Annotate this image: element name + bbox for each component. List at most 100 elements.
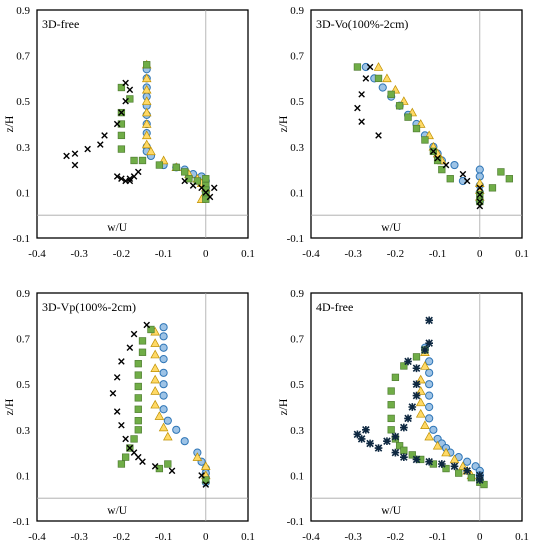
- x-tick-label: -0.3: [70, 531, 88, 543]
- data-point-square: [202, 175, 210, 183]
- chart-panel-4: -0.4 -0.3 -0.2 -0.1 0 0.1 -0.1 0.1 0.3 0.5 0.7 0.9 w…: [278, 288, 529, 543]
- series-4-x: [63, 79, 218, 201]
- data-point-star: [353, 430, 362, 439]
- y-tick-label: 0.3: [290, 142, 304, 154]
- x-tick-label: 0: [203, 531, 209, 543]
- y-tick-label: -0.1: [287, 516, 304, 528]
- x-tick-label: 0: [203, 248, 209, 260]
- data-point-circle: [425, 380, 434, 389]
- data-point-triangle: [150, 386, 160, 395]
- chart-panel-1: -0.4 -0.3 -0.2 -0.1 0 0.1 -0.1 0.1 0.3 0.5 0.7 0.9 w…: [4, 5, 255, 260]
- y-tick-label: 0.9: [16, 5, 30, 17]
- y-tick-label: 0.7: [16, 51, 30, 63]
- y-tick-label: 0.1: [290, 470, 304, 482]
- data-point-triangle: [201, 461, 211, 470]
- series-3-square: [117, 325, 210, 484]
- panel-title: 3D-free: [42, 17, 79, 31]
- data-point-square: [408, 451, 416, 459]
- data-point-star: [463, 467, 471, 475]
- data-point-triangle: [420, 361, 430, 370]
- data-point-star: [425, 457, 433, 466]
- data-point-square: [134, 405, 142, 413]
- data-point-x: [358, 118, 365, 126]
- data-point-square: [147, 325, 155, 334]
- data-point-x: [202, 481, 210, 488]
- y-tick-label: 0.1: [290, 187, 304, 199]
- data-point-star: [357, 435, 366, 443]
- data-point-square: [438, 165, 446, 174]
- data-point-triangle: [141, 139, 152, 149]
- data-point-triangle: [432, 440, 443, 450]
- x-tick-label: -0.4: [28, 531, 46, 543]
- x-tick-label: -0.1: [429, 248, 446, 260]
- series-4-x: [354, 63, 484, 210]
- data-point-square: [143, 61, 151, 69]
- y-tick-label: 0.5: [16, 379, 30, 391]
- data-point-star: [475, 471, 484, 480]
- data-point-x: [434, 154, 441, 162]
- data-point-triangle: [192, 452, 203, 461]
- data-point-square: [138, 348, 147, 356]
- data-point-triangle: [441, 447, 451, 457]
- data-point-square: [134, 371, 142, 379]
- data-point-triangle: [373, 62, 384, 71]
- data-point-star: [408, 403, 417, 411]
- data-point-x: [122, 177, 129, 185]
- data-point-star: [421, 346, 429, 354]
- data-point-star: [412, 364, 421, 373]
- data-point-star: [425, 316, 433, 325]
- y-tick-label: 0.1: [16, 470, 30, 482]
- y-axis-label: z/H: [278, 399, 290, 416]
- x-tick-label: 0.1: [515, 248, 529, 260]
- x-tick-label: -0.3: [344, 531, 362, 543]
- data-point-circle: [159, 368, 168, 377]
- y-tick-label: 0.9: [290, 288, 304, 300]
- x-tick-label: 0: [477, 531, 483, 543]
- data-point-x: [118, 109, 125, 116]
- data-point-square: [395, 442, 404, 450]
- data-point-square: [387, 387, 395, 395]
- data-point-star: [412, 455, 421, 464]
- data-point-square: [126, 95, 134, 103]
- panel-title: 3D-Vp(100%-2cm): [42, 300, 136, 314]
- y-tick-label: 0.5: [290, 96, 304, 108]
- data-point-circle: [429, 425, 438, 434]
- data-point-x: [476, 191, 484, 198]
- data-point-x: [126, 175, 134, 183]
- data-point-square: [134, 417, 142, 425]
- data-point-triangle: [146, 146, 156, 156]
- data-point-x: [130, 330, 138, 338]
- data-point-square: [138, 156, 147, 165]
- y-axis-label: z/H: [278, 116, 290, 133]
- data-point-star: [362, 425, 370, 434]
- data-point-square: [202, 195, 210, 203]
- x-tick-label: -0.1: [155, 248, 172, 260]
- data-point-circle: [159, 323, 168, 332]
- data-point-x: [168, 467, 176, 475]
- data-point-star: [450, 462, 459, 471]
- x-tick-label: -0.2: [387, 248, 404, 260]
- series-4-star: [353, 316, 484, 484]
- data-point-star: [391, 448, 400, 457]
- data-point-triangle: [141, 73, 152, 83]
- chart-panel-3: -0.4 -0.3 -0.2 -0.1 0 0.1 -0.1 0.1 0.3 0.5 0.7 0.9 w…: [4, 288, 255, 543]
- data-point-square: [117, 131, 126, 140]
- data-point-star: [404, 357, 412, 366]
- y-tick-label: 0.3: [16, 142, 30, 154]
- x-tick-label: -0.2: [113, 248, 130, 260]
- data-point-triangle: [382, 73, 392, 83]
- data-point-x: [375, 132, 382, 139]
- data-point-triangle: [158, 422, 169, 432]
- data-point-triangle: [150, 349, 160, 359]
- data-point-circle: [378, 83, 387, 92]
- data-point-x: [109, 390, 117, 397]
- data-point-square: [429, 460, 438, 468]
- y-tick-label: -0.1: [13, 233, 30, 245]
- data-point-square: [404, 113, 412, 121]
- data-point-star: [374, 444, 383, 452]
- data-point-star: [425, 339, 433, 347]
- x-tick-label: -0.4: [28, 248, 46, 260]
- data-point-x: [476, 184, 484, 192]
- data-point-x: [206, 193, 214, 201]
- y-tick-label: -0.1: [13, 516, 30, 528]
